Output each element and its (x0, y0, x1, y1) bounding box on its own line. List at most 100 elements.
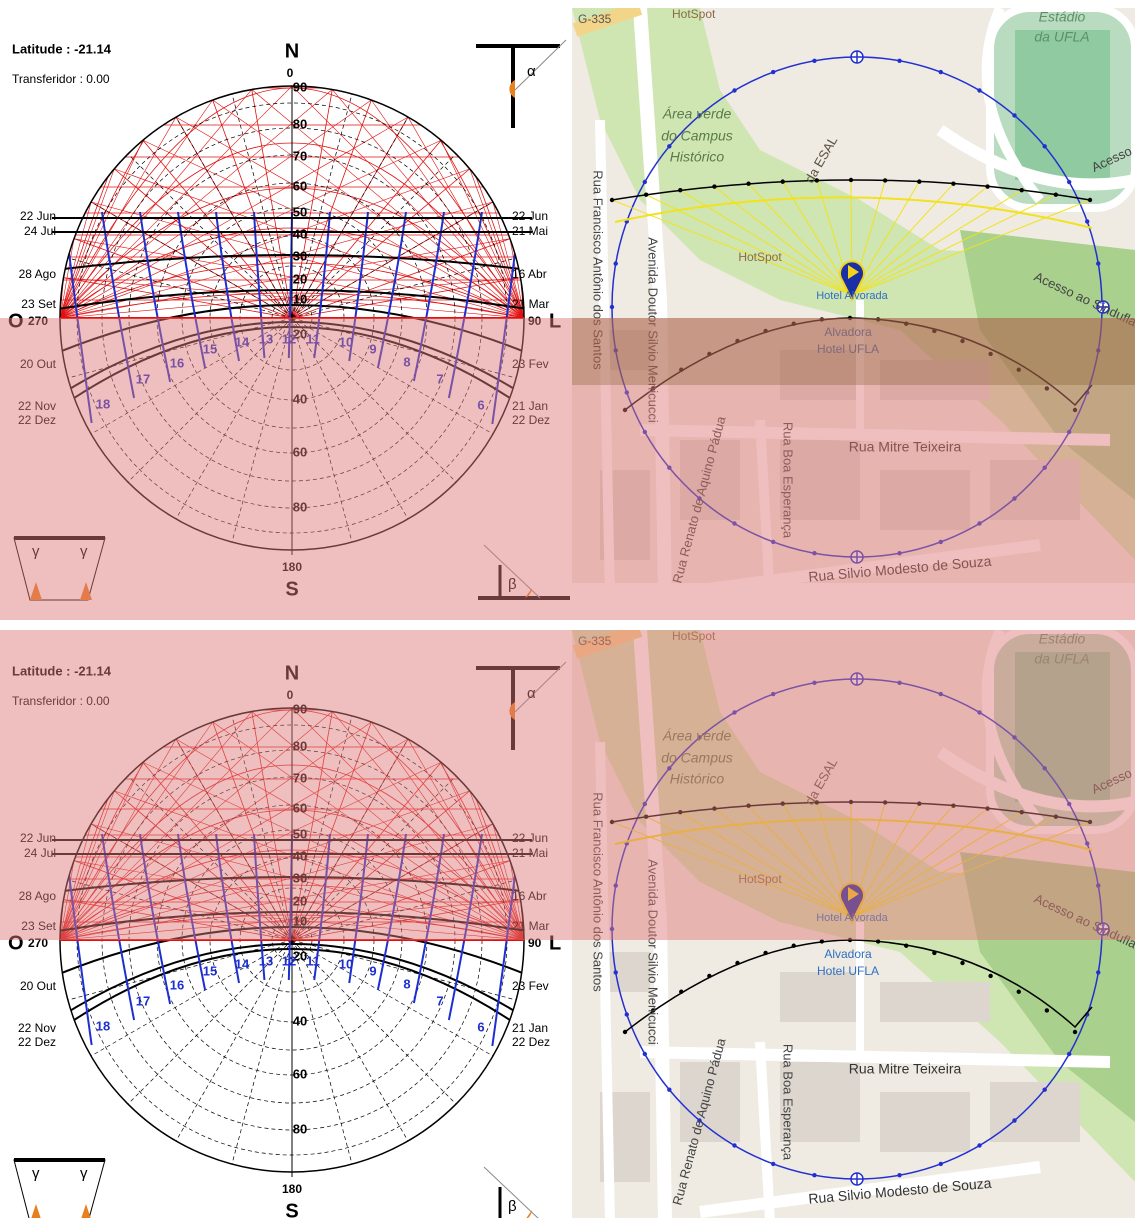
ellipse-dot (938, 691, 943, 697)
nav-mark (851, 551, 863, 563)
azimuth-ray (127, 317, 293, 483)
sun-ray (645, 816, 853, 918)
altitude-label: 10 (293, 291, 307, 306)
ellipse-dot (1066, 429, 1072, 435)
road (639, 424, 1111, 446)
hour-line (376, 211, 407, 369)
azimuth-ray (90, 823, 293, 941)
map-label: Hotel UFLA (817, 964, 879, 978)
path-dot (988, 973, 993, 979)
shade-overlay (0, 318, 1135, 620)
sun-chart-grid (60, 708, 524, 1172)
hour-line (313, 833, 331, 981)
shading-ray (332, 89, 524, 319)
nav-mark (1097, 301, 1109, 313)
map-label: do Campus (661, 128, 733, 144)
sun-ray (714, 808, 853, 918)
hour-line (412, 833, 445, 1004)
shading-ray (291, 860, 511, 941)
ellipse-dot (897, 551, 902, 556)
sun-ray (748, 183, 853, 296)
shading-ray (509, 860, 524, 941)
hour-line (139, 833, 172, 1005)
hour-line (215, 211, 240, 362)
azimuth-label: 0 (287, 688, 294, 702)
protractor: Transferidor : 0.00 (12, 72, 110, 86)
nav-mark (851, 51, 863, 63)
building (880, 982, 990, 1022)
azimuth-ray (67, 317, 293, 379)
path-dot (735, 338, 740, 344)
date-label: 23 Fev (512, 357, 549, 371)
map-label: Área verde (662, 106, 732, 122)
map-label: Estádio (1039, 9, 1086, 25)
azimuth-ray (291, 93, 353, 319)
date-label: 21 Jan (512, 399, 548, 413)
ellipse-dot (642, 801, 648, 807)
ellipse-dot (771, 69, 776, 75)
azimuth-ray (231, 93, 293, 319)
ellipse-dot (1066, 179, 1072, 185)
icon-symbol: γ (80, 1165, 88, 1182)
ellipse-dot (938, 539, 943, 545)
sun-ray (851, 199, 1091, 296)
shade-overlay (0, 630, 1135, 940)
shading-ray (60, 140, 144, 319)
date-label: 22 Dez (18, 413, 56, 427)
azimuth-ray (175, 317, 293, 520)
map-label: da UFLA (1034, 651, 1089, 667)
icon-symbol: α (527, 685, 536, 702)
shading-ray (212, 721, 524, 941)
path-dot (875, 939, 881, 944)
path-dot (679, 989, 684, 994)
ellipse-dot (667, 465, 672, 470)
path-dot (707, 973, 712, 979)
map-label: Rua Boa Esperança (781, 1044, 796, 1161)
map: G-335 HotSpot Estádio da UFLA Área verde do C… (572, 8, 1135, 583)
icon-frame (13, 1159, 106, 1218)
path-dot (650, 1008, 656, 1013)
road (981, 630, 1044, 826)
hour-label: 15 (203, 963, 217, 978)
ellipse-dot (642, 1051, 648, 1057)
azimuth-ray (291, 317, 517, 379)
azimuth-ray (90, 201, 293, 319)
hour-label: 15 (203, 341, 217, 356)
road (633, 630, 672, 1218)
sun-ray (680, 811, 853, 918)
date-label: 22 Dez (18, 1035, 56, 1049)
shading-ray (251, 711, 524, 941)
ellipse-dot (977, 88, 982, 93)
park (960, 230, 1135, 500)
latitude: Latitude : -21.14 (12, 663, 112, 678)
ellipse-dot (613, 883, 618, 888)
cardinal: N (285, 40, 299, 62)
road (707, 539, 1041, 583)
altitude-label: 80 (293, 1121, 307, 1136)
hour-label: 8 (403, 976, 410, 991)
map-label: HotSpot (738, 872, 782, 886)
cardinal: S (285, 1200, 298, 1218)
path-dot (960, 960, 965, 966)
altitude-label: 80 (293, 116, 307, 131)
shading-ray (114, 168, 293, 319)
ellipse-dot (1096, 261, 1101, 266)
azimuth-label: 90 (528, 936, 542, 950)
cardinal: L (549, 932, 561, 954)
date-label: 20 Out (20, 357, 57, 371)
cardinal: S (285, 578, 298, 600)
map-label: Rua Boa Esperança (781, 422, 796, 539)
map-label: Hotel UFLA (817, 342, 879, 356)
sun-ray (714, 186, 853, 296)
date-label: 23 Fev (512, 979, 549, 993)
sun-path (611, 179, 1091, 201)
ellipse-dot (938, 69, 943, 75)
sun-ray (851, 821, 1091, 918)
altitude-label: 40 (293, 848, 307, 863)
nav-mark (851, 1173, 863, 1185)
road (633, 8, 672, 583)
ellipse-dot (897, 1173, 902, 1178)
shading-ray (291, 277, 521, 319)
azimuth-ray (291, 823, 494, 941)
road (936, 125, 1135, 191)
